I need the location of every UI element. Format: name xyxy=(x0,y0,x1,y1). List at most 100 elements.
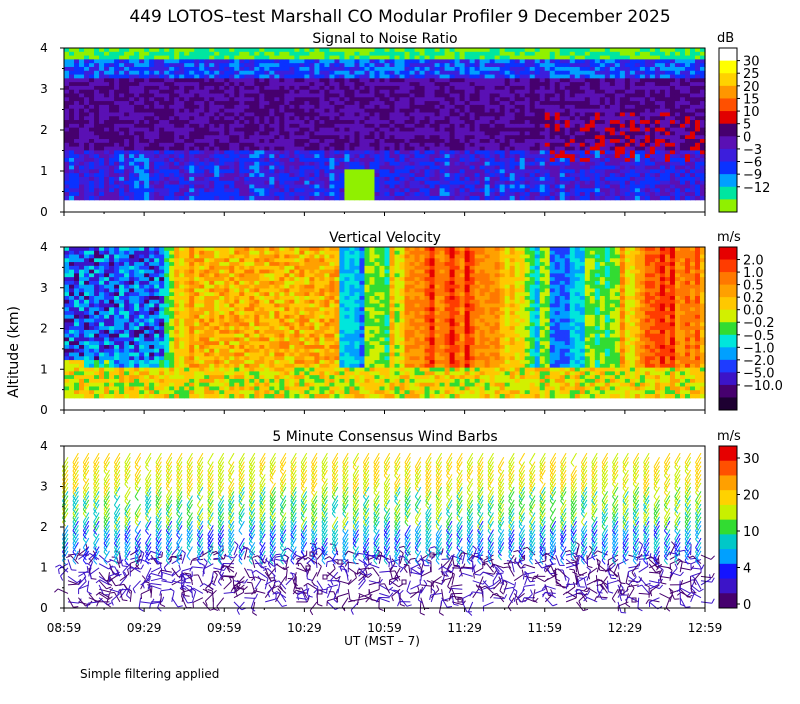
heatmap-cell xyxy=(164,185,170,189)
heatmap-cell xyxy=(324,173,330,177)
heatmap-cell xyxy=(319,56,325,60)
heatmap-cell xyxy=(395,75,401,79)
heatmap-cell xyxy=(610,177,616,181)
heatmap-cell xyxy=(535,82,541,86)
heatmap-cell xyxy=(69,135,75,139)
heatmap-cell xyxy=(485,94,491,98)
heatmap-cell xyxy=(304,131,310,135)
heatmap-cell xyxy=(595,185,601,189)
heatmap-cell xyxy=(470,169,476,173)
heatmap-cell xyxy=(184,143,190,147)
heatmap-cell xyxy=(455,147,461,151)
heatmap-cell xyxy=(294,48,300,52)
heatmap-cell xyxy=(500,158,506,162)
heatmap-cell xyxy=(114,135,120,139)
heatmap-cell xyxy=(515,135,521,139)
heatmap-cell xyxy=(124,124,130,128)
heatmap-cell xyxy=(364,147,370,151)
heatmap-cell xyxy=(129,196,135,200)
heatmap-cell xyxy=(169,78,175,82)
heatmap-cell xyxy=(600,97,606,101)
heatmap-cell xyxy=(374,150,380,154)
heatmap-cell xyxy=(625,147,631,151)
heatmap-cell xyxy=(119,131,125,135)
heatmap-cell xyxy=(525,162,531,166)
heatmap-cell xyxy=(510,135,516,139)
heatmap-cell xyxy=(510,56,516,60)
heatmap-cell xyxy=(440,120,446,124)
heatmap-cell xyxy=(64,109,70,113)
heatmap-cell xyxy=(410,166,416,170)
heatmap-cell xyxy=(680,82,686,86)
heatmap-cell xyxy=(124,131,130,135)
heatmap-cell xyxy=(595,48,601,52)
heatmap-cell xyxy=(159,71,165,75)
heatmap-cell xyxy=(84,128,90,132)
heatmap-cell xyxy=(445,188,451,192)
heatmap-cell xyxy=(505,52,511,56)
heatmap-cell xyxy=(314,150,320,154)
heatmap-cell xyxy=(625,131,631,135)
heatmap-cell xyxy=(324,116,330,120)
heatmap-cell xyxy=(440,56,446,60)
heatmap-cell xyxy=(405,177,411,181)
heatmap-cell xyxy=(314,120,320,124)
heatmap-cell xyxy=(625,105,631,109)
heatmap-cell xyxy=(440,181,446,185)
heatmap-cell xyxy=(440,196,446,200)
heatmap-cell xyxy=(540,169,546,173)
heatmap-cell xyxy=(390,112,396,116)
heatmap-cell xyxy=(164,63,170,67)
heatmap-cell xyxy=(129,112,135,116)
heatmap-cell xyxy=(475,90,481,94)
heatmap-cell xyxy=(324,75,330,79)
heatmap-cell xyxy=(344,120,350,124)
heatmap-cell xyxy=(460,181,466,185)
heatmap-cell xyxy=(570,94,576,98)
heatmap-cell xyxy=(149,143,155,147)
heatmap-cell xyxy=(535,162,541,166)
heatmap-cell xyxy=(334,124,340,128)
heatmap-cell xyxy=(169,75,175,79)
heatmap-cell xyxy=(74,105,80,109)
heatmap-cell xyxy=(390,116,396,120)
heatmap-cell xyxy=(134,94,140,98)
heatmap-cell xyxy=(515,78,521,82)
heatmap-cell xyxy=(600,82,606,86)
heatmap-cell xyxy=(470,105,476,109)
heatmap-cell xyxy=(144,143,150,147)
heatmap-cell xyxy=(259,192,265,196)
heatmap-cell xyxy=(655,135,661,139)
heatmap-cell xyxy=(99,101,105,105)
heatmap-cell xyxy=(620,116,626,120)
heatmap-cell xyxy=(254,131,260,135)
heatmap-cell xyxy=(184,169,190,173)
heatmap-cell xyxy=(630,173,636,177)
heatmap-cell xyxy=(615,52,621,56)
heatmap-cell xyxy=(520,52,526,56)
heatmap-cell xyxy=(74,131,80,135)
heatmap-cell xyxy=(425,78,431,82)
heatmap-cell xyxy=(515,56,521,60)
heatmap-cell xyxy=(379,63,385,67)
heatmap-cell xyxy=(249,90,255,94)
heatmap-cell xyxy=(675,109,681,113)
heatmap-cell xyxy=(359,52,365,56)
heatmap-cell xyxy=(630,75,636,79)
heatmap-cell xyxy=(410,109,416,113)
heatmap-cell xyxy=(69,75,75,79)
heatmap-cell xyxy=(129,166,135,170)
heatmap-cell xyxy=(560,63,566,67)
heatmap-cell xyxy=(349,90,355,94)
heatmap-cell xyxy=(124,56,130,60)
heatmap-cell xyxy=(480,158,486,162)
heatmap-cell xyxy=(289,147,295,151)
heatmap-cell xyxy=(525,48,531,52)
heatmap-cell xyxy=(555,185,561,189)
heatmap-cell xyxy=(249,48,255,52)
heatmap-cell xyxy=(490,56,496,60)
heatmap-cell xyxy=(339,173,345,177)
heatmap-cell xyxy=(420,169,426,173)
heatmap-cell xyxy=(545,181,551,185)
heatmap-cell xyxy=(69,59,75,63)
